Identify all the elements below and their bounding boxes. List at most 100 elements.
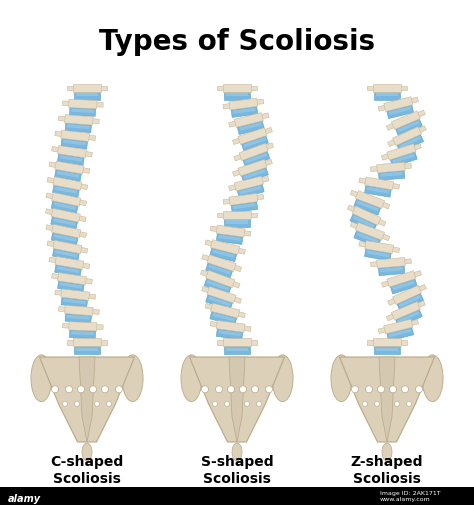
Polygon shape [367, 340, 374, 345]
Polygon shape [243, 231, 251, 236]
Polygon shape [69, 100, 97, 110]
Polygon shape [392, 281, 415, 291]
Polygon shape [416, 111, 425, 118]
Polygon shape [76, 94, 98, 97]
Polygon shape [386, 124, 395, 131]
Polygon shape [231, 203, 258, 213]
Polygon shape [260, 177, 269, 183]
Polygon shape [79, 184, 88, 190]
Polygon shape [234, 113, 264, 128]
Ellipse shape [212, 401, 218, 407]
Ellipse shape [65, 386, 73, 393]
Polygon shape [216, 234, 243, 245]
Polygon shape [242, 168, 268, 184]
Polygon shape [347, 206, 356, 213]
Polygon shape [55, 290, 63, 296]
Polygon shape [378, 171, 405, 181]
Polygon shape [206, 271, 235, 288]
Polygon shape [387, 144, 416, 161]
Polygon shape [249, 87, 257, 91]
Text: Image ID: 2AK171T: Image ID: 2AK171T [380, 490, 441, 495]
Polygon shape [400, 87, 407, 91]
Polygon shape [201, 270, 210, 277]
Polygon shape [95, 325, 103, 330]
Polygon shape [73, 85, 101, 93]
Polygon shape [55, 187, 77, 194]
Polygon shape [237, 122, 264, 135]
Ellipse shape [252, 386, 258, 393]
Polygon shape [204, 279, 231, 295]
Polygon shape [207, 255, 236, 272]
Polygon shape [410, 98, 419, 104]
Polygon shape [206, 295, 232, 311]
Polygon shape [389, 108, 411, 116]
Ellipse shape [363, 401, 367, 407]
Polygon shape [67, 125, 90, 130]
Polygon shape [365, 186, 391, 198]
Polygon shape [382, 154, 390, 161]
Polygon shape [377, 163, 405, 174]
Polygon shape [212, 314, 235, 322]
Ellipse shape [225, 401, 229, 407]
Ellipse shape [331, 355, 352, 402]
Polygon shape [226, 94, 248, 97]
Polygon shape [377, 258, 405, 269]
Polygon shape [238, 128, 267, 145]
Bar [0, 487, 474, 505]
Polygon shape [58, 307, 67, 312]
Polygon shape [74, 347, 100, 355]
Polygon shape [238, 160, 267, 177]
Polygon shape [65, 124, 91, 133]
Polygon shape [55, 132, 63, 137]
Polygon shape [376, 94, 398, 97]
Polygon shape [255, 195, 264, 200]
Polygon shape [226, 348, 248, 351]
Polygon shape [87, 294, 96, 299]
Polygon shape [399, 295, 420, 308]
Ellipse shape [122, 355, 143, 402]
Polygon shape [365, 178, 394, 190]
Ellipse shape [63, 401, 67, 407]
Polygon shape [260, 114, 269, 120]
Ellipse shape [101, 386, 109, 393]
Ellipse shape [407, 401, 411, 407]
Polygon shape [234, 177, 264, 191]
Polygon shape [350, 215, 376, 232]
Polygon shape [219, 235, 241, 241]
Polygon shape [223, 104, 231, 110]
Polygon shape [63, 299, 86, 305]
Polygon shape [237, 185, 264, 198]
Polygon shape [392, 286, 421, 305]
Polygon shape [95, 103, 103, 108]
Polygon shape [392, 112, 420, 130]
Polygon shape [239, 144, 268, 161]
Polygon shape [78, 232, 87, 238]
Polygon shape [46, 225, 55, 231]
Polygon shape [210, 240, 240, 255]
Polygon shape [61, 131, 90, 142]
Polygon shape [223, 199, 231, 205]
Polygon shape [65, 314, 91, 324]
Polygon shape [416, 301, 425, 309]
Polygon shape [359, 178, 367, 184]
Ellipse shape [90, 386, 97, 393]
Polygon shape [233, 297, 242, 304]
Polygon shape [242, 136, 268, 152]
Ellipse shape [239, 386, 246, 393]
Polygon shape [67, 87, 74, 91]
Polygon shape [63, 102, 71, 107]
Polygon shape [216, 329, 243, 340]
Polygon shape [255, 100, 264, 106]
Polygon shape [398, 121, 419, 133]
Polygon shape [373, 85, 401, 93]
Polygon shape [67, 340, 74, 345]
Polygon shape [350, 191, 359, 198]
Polygon shape [388, 298, 397, 306]
Polygon shape [210, 312, 237, 326]
Text: S-shaped
Scoliosis: S-shaped Scoliosis [201, 454, 273, 485]
Polygon shape [356, 201, 379, 212]
Polygon shape [63, 324, 71, 328]
Ellipse shape [31, 355, 52, 402]
Polygon shape [55, 250, 77, 258]
Polygon shape [64, 306, 93, 316]
